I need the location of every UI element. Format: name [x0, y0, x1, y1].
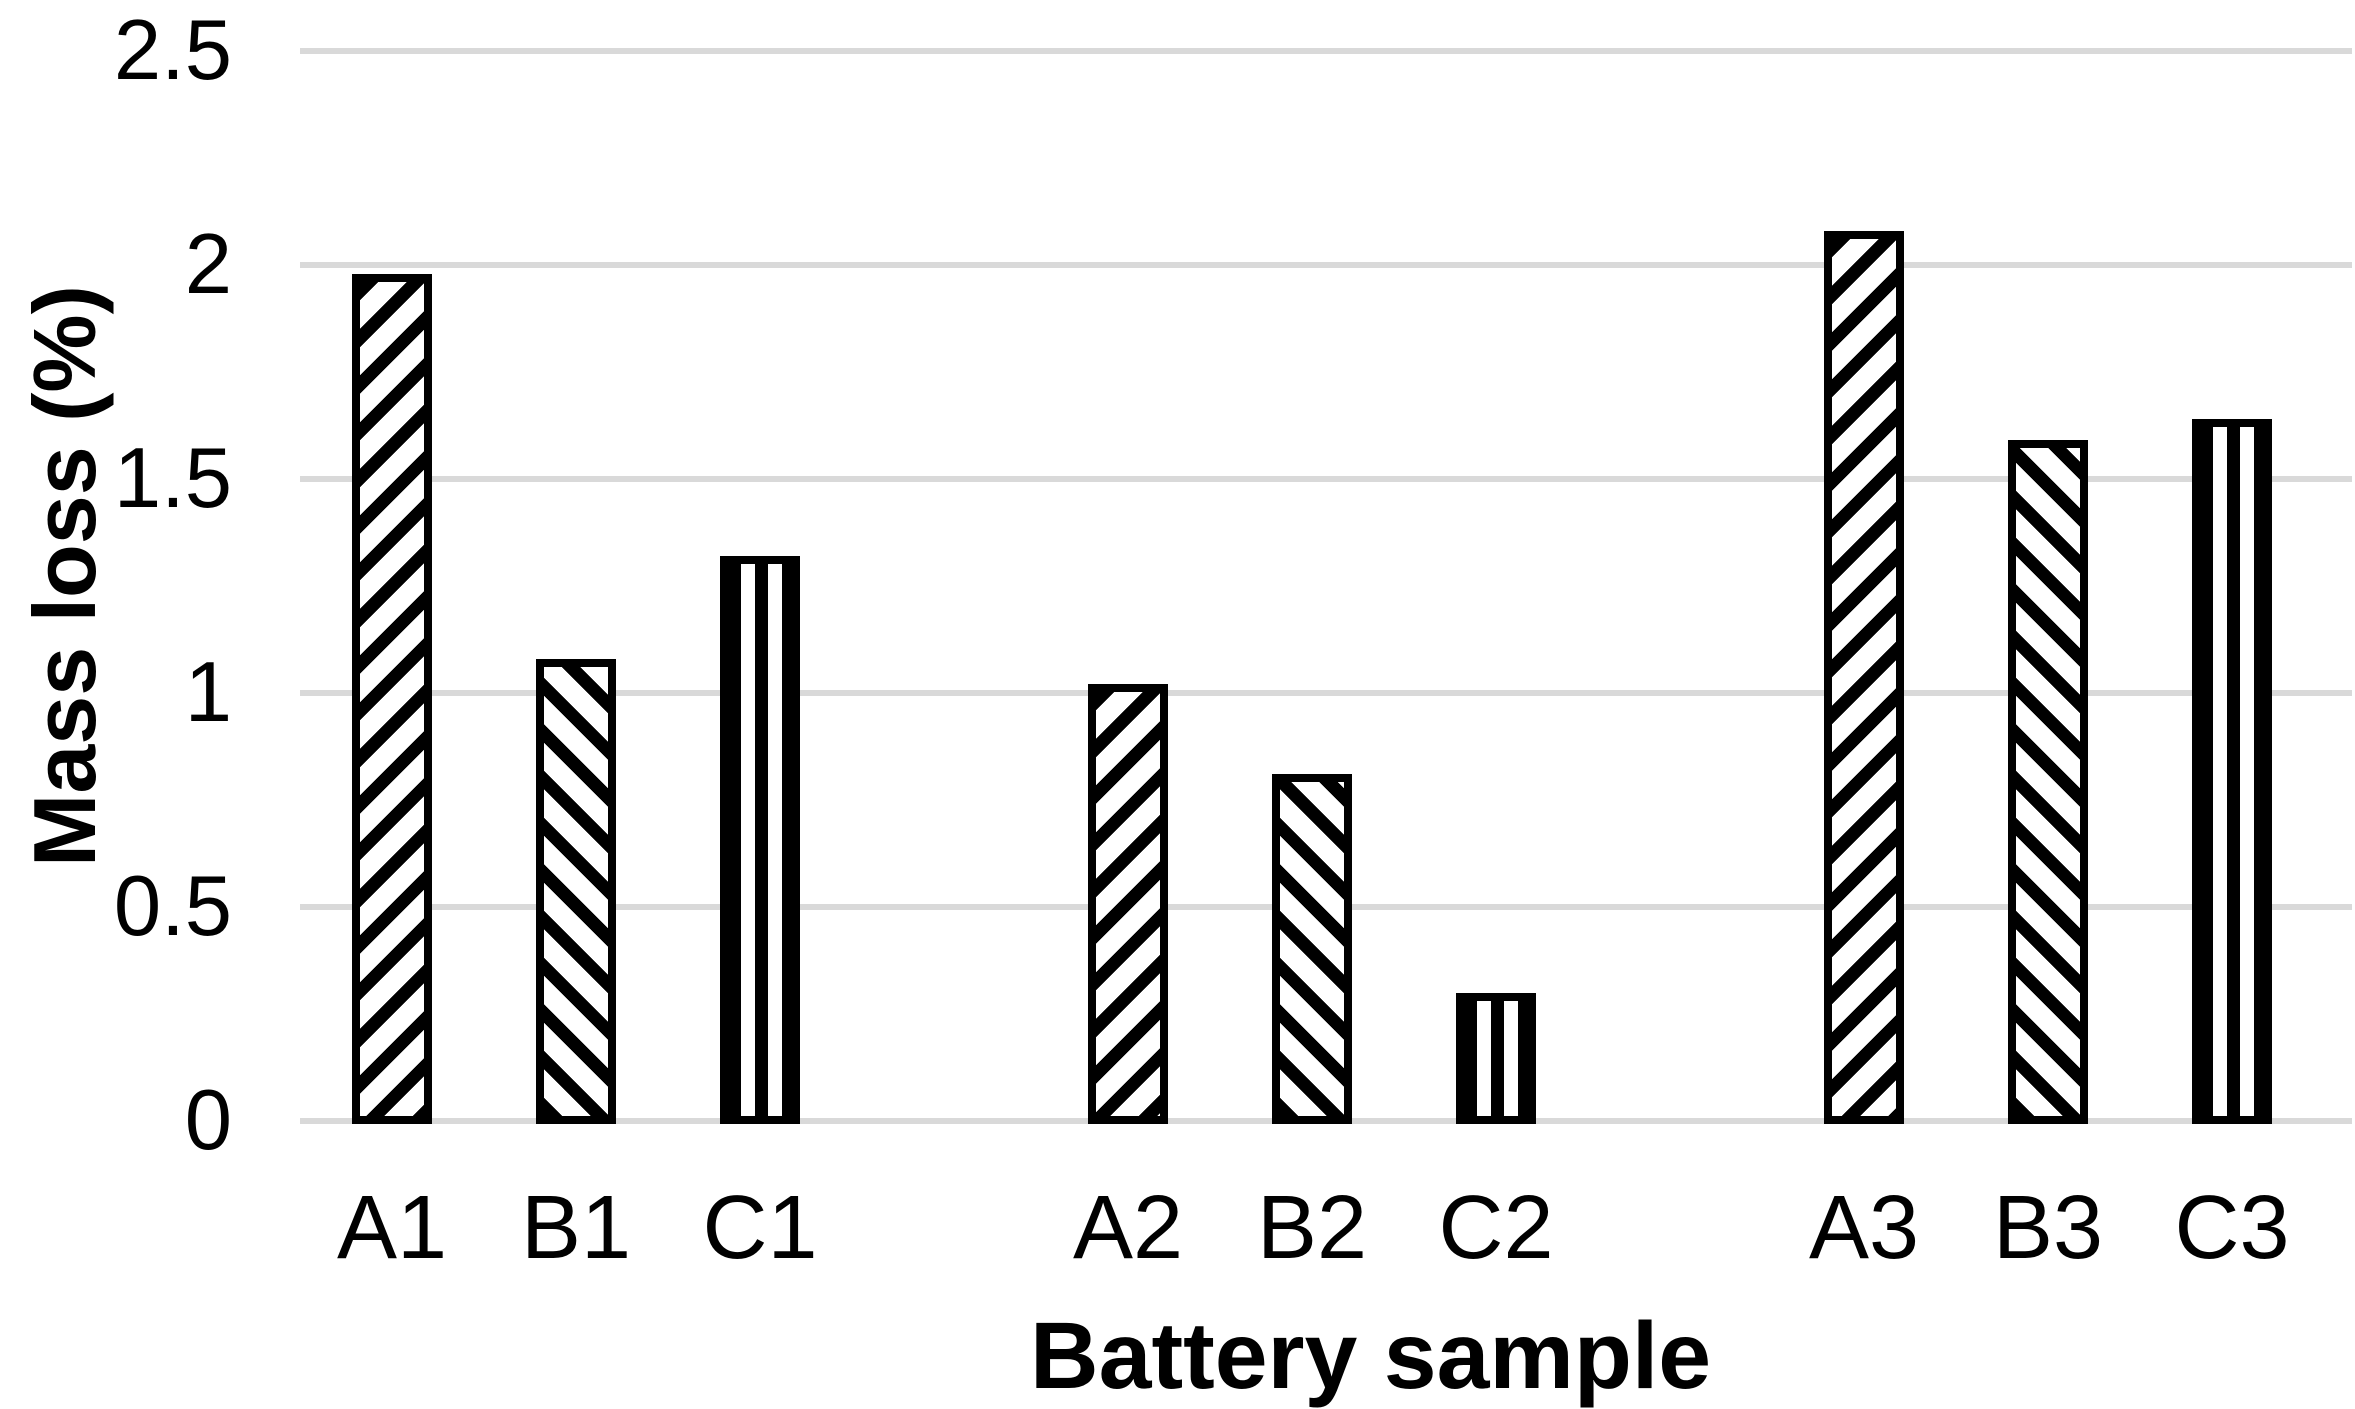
x-tick-label-C3: C3: [2174, 1178, 2290, 1278]
bar-B3: [2008, 440, 2088, 1124]
y-tick-label-1: 1: [184, 645, 232, 740]
bar-A1: [352, 274, 432, 1124]
gridline-2.5: [300, 48, 2352, 54]
y-tick-label-2.5: 2.5: [113, 3, 232, 98]
x-tick-label-B3: B3: [1992, 1178, 2104, 1278]
bar-A2: [1088, 684, 1168, 1124]
y-tick-label-2: 2: [184, 217, 232, 312]
x-tick-label-C1: C1: [702, 1178, 818, 1278]
x-tick-label-A1: A1: [336, 1178, 448, 1278]
bar-C2: [1456, 993, 1536, 1124]
y-tick-label-0.5: 0.5: [113, 859, 232, 954]
x-tick-label-A2: A2: [1072, 1178, 1184, 1278]
y-tick-label-1.5: 1.5: [113, 431, 232, 526]
bar-C3: [2192, 419, 2272, 1124]
x-tick-label-B1: B1: [520, 1178, 632, 1278]
x-tick-label-B2: B2: [1256, 1178, 1368, 1278]
bar-A3: [1824, 231, 1904, 1124]
x-axis-title: Battery sample: [1030, 1303, 1712, 1409]
bar-B2: [1272, 774, 1352, 1124]
bar-C1: [720, 556, 800, 1124]
x-tick-label-A3: A3: [1808, 1178, 1920, 1278]
x-tick-label-C2: C2: [1438, 1178, 1554, 1278]
y-axis-title: Mass loss (%): [15, 285, 114, 867]
gridline-2: [300, 262, 2352, 268]
y-tick-label-0: 0: [184, 1073, 232, 1168]
gridline-1: [300, 690, 2352, 696]
bar-B1: [536, 659, 616, 1124]
gridline-1.5: [300, 476, 2352, 482]
